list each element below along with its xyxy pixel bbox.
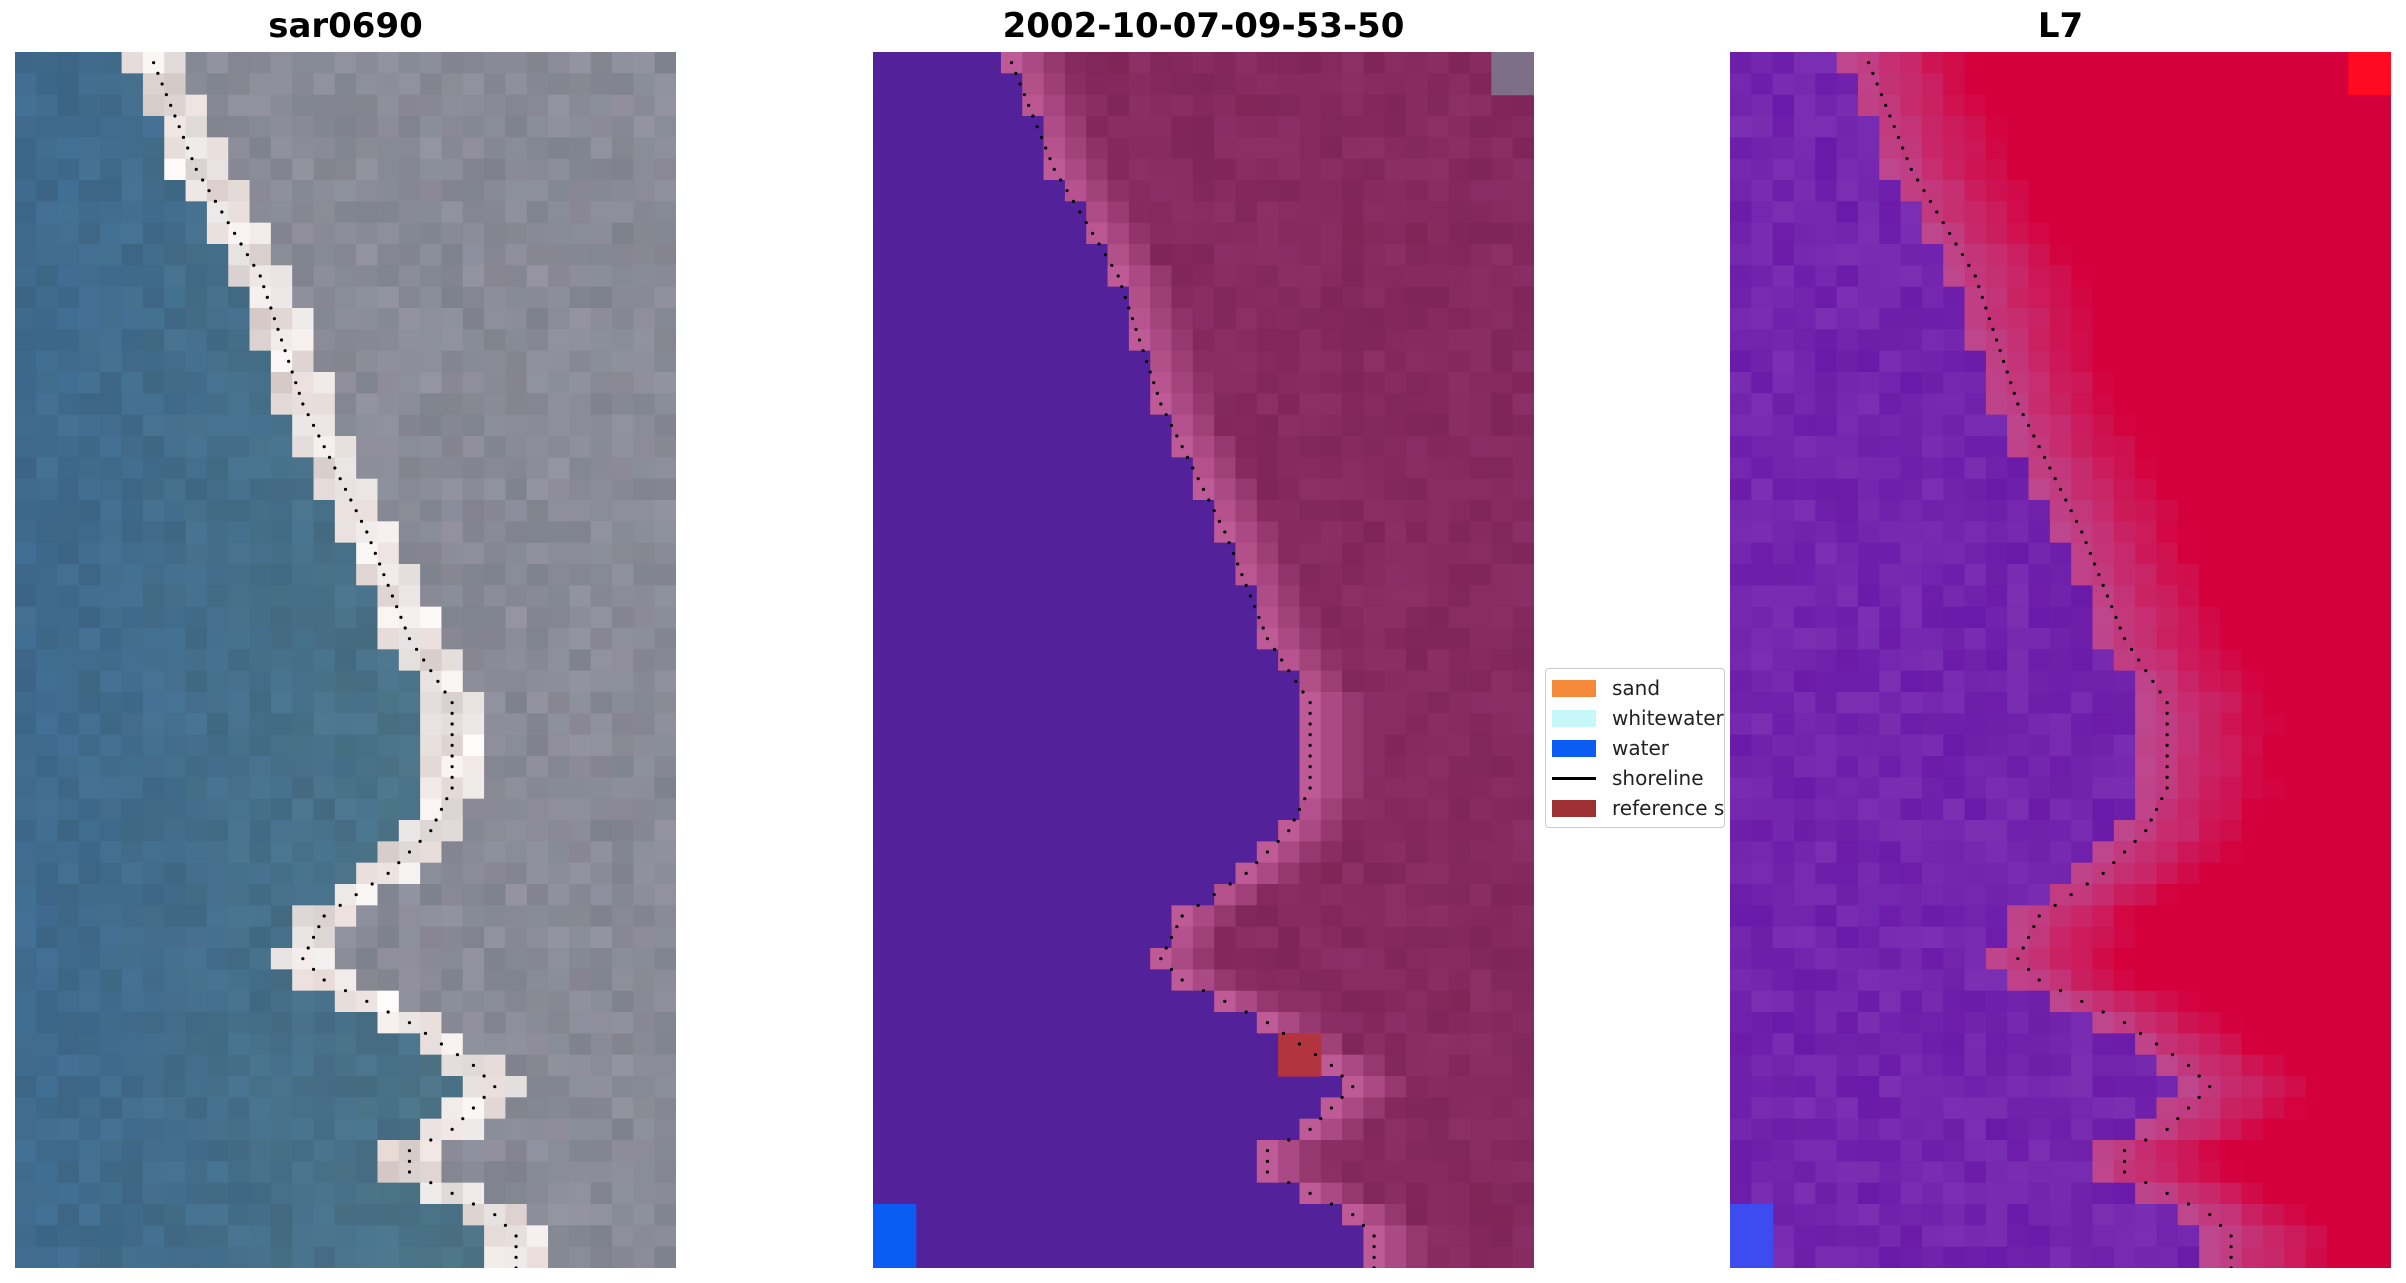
panel-title-rgb: sar0690 xyxy=(268,6,423,46)
legend-swatch-whitewater xyxy=(1552,709,1596,727)
legend-item-shoreline: shoreline xyxy=(1552,766,1704,790)
legend-item-water: water xyxy=(1552,736,1669,760)
rgb-image-panel xyxy=(15,52,676,1268)
legend-line-shoreline xyxy=(1552,776,1596,780)
panel-title-date: 2002-10-07-09-53-50 xyxy=(1002,6,1405,46)
index-image-panel xyxy=(1730,52,2391,1268)
classified-image-panel xyxy=(873,52,1534,1268)
panel-title-sensor: L7 xyxy=(2037,6,2084,46)
legend-label-reference: reference s xyxy=(1612,796,1725,820)
legend-item-whitewater: whitewater xyxy=(1552,706,1724,730)
classified-image xyxy=(873,52,1534,1268)
legend-label-shoreline: shoreline xyxy=(1612,766,1704,790)
legend-item-sand: sand xyxy=(1552,676,1660,700)
legend-label-sand: sand xyxy=(1612,676,1661,700)
legend-swatch-sand xyxy=(1552,679,1596,697)
index-image xyxy=(1730,52,2391,1268)
rgb-image xyxy=(15,52,676,1268)
legend-label-whitewater: whitewater xyxy=(1612,706,1724,730)
legend-label-water: water xyxy=(1612,736,1669,760)
legend-swatch-water xyxy=(1552,739,1596,757)
legend-item-reference-shoreline: reference s xyxy=(1552,796,1724,820)
legend-swatch-reference xyxy=(1552,799,1596,817)
legend: sand whitewater water shoreline referenc… xyxy=(1545,668,1725,828)
